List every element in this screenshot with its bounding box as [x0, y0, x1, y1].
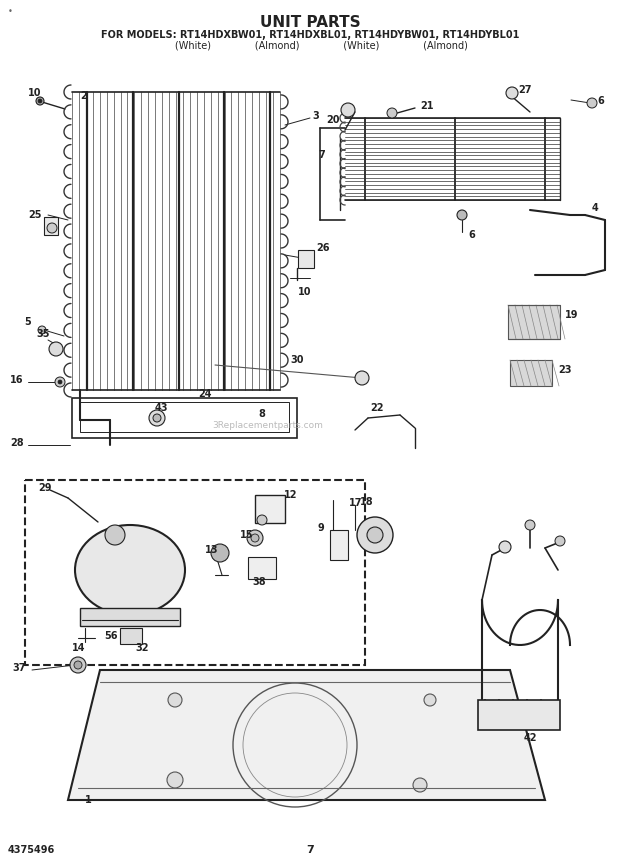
Text: 27: 27	[518, 85, 531, 95]
Text: 22: 22	[370, 403, 384, 413]
Bar	[510, 360, 552, 386]
Text: (White)              (Almond)              (White)              (Almond): (White) (Almond) (White) (Almond)	[153, 41, 467, 51]
Circle shape	[36, 97, 44, 105]
Circle shape	[355, 371, 369, 385]
Text: 1: 1	[85, 795, 92, 805]
Circle shape	[499, 541, 511, 553]
Text: 15: 15	[240, 530, 254, 540]
Text: 42: 42	[523, 733, 537, 743]
Text: 6: 6	[597, 96, 604, 106]
Text: 8: 8	[258, 409, 265, 419]
Bar	[80, 402, 289, 432]
Circle shape	[555, 536, 565, 546]
Text: •: •	[8, 8, 13, 16]
Text: 35: 35	[36, 329, 50, 339]
Text: 23: 23	[558, 365, 572, 375]
Circle shape	[211, 544, 229, 562]
Text: 7: 7	[318, 150, 325, 160]
Text: 21: 21	[420, 101, 433, 111]
Text: 4375496: 4375496	[8, 845, 55, 855]
Bar	[44, 217, 58, 235]
Text: 10: 10	[28, 88, 42, 98]
Text: 17: 17	[349, 498, 363, 508]
Circle shape	[251, 534, 259, 542]
Text: 30: 30	[290, 355, 304, 365]
Text: 2: 2	[80, 91, 87, 101]
Text: 19: 19	[565, 310, 578, 320]
Text: 16: 16	[10, 375, 24, 385]
Text: FOR MODELS: RT14HDXBW01, RT14HDXBL01, RT14HDYBW01, RT14HDYBL01: FOR MODELS: RT14HDXBW01, RT14HDXBL01, RT…	[101, 30, 519, 40]
Text: 7: 7	[306, 845, 314, 855]
Circle shape	[38, 99, 42, 103]
Bar	[478, 700, 560, 730]
Text: 9: 9	[318, 523, 325, 533]
Circle shape	[149, 410, 165, 426]
Circle shape	[247, 530, 263, 546]
Ellipse shape	[75, 525, 185, 615]
Circle shape	[525, 520, 535, 530]
Text: 10: 10	[298, 287, 311, 297]
Text: 24: 24	[198, 389, 211, 399]
Text: 6: 6	[468, 230, 475, 240]
Text: 38: 38	[252, 577, 265, 587]
Text: 37: 37	[12, 663, 25, 673]
Circle shape	[357, 517, 393, 553]
Text: 18: 18	[360, 497, 374, 507]
Circle shape	[58, 380, 62, 384]
Text: 25: 25	[28, 210, 42, 220]
Text: 43: 43	[155, 403, 169, 413]
Polygon shape	[68, 670, 545, 800]
Circle shape	[387, 108, 397, 118]
Text: 5: 5	[24, 317, 31, 327]
Text: 26: 26	[316, 243, 329, 253]
Circle shape	[457, 210, 467, 220]
Bar	[508, 305, 560, 339]
Bar	[298, 250, 314, 268]
Bar	[25, 480, 365, 665]
Circle shape	[413, 778, 427, 792]
Text: 29: 29	[38, 483, 51, 493]
Circle shape	[257, 515, 267, 525]
Circle shape	[168, 693, 182, 707]
Text: 13: 13	[205, 545, 218, 555]
Bar	[248, 557, 276, 579]
Circle shape	[167, 772, 183, 788]
Text: 56: 56	[104, 631, 118, 641]
Text: 28: 28	[10, 438, 24, 448]
Circle shape	[367, 527, 383, 543]
Circle shape	[153, 414, 161, 422]
Circle shape	[47, 223, 57, 233]
Circle shape	[424, 694, 436, 706]
Circle shape	[55, 377, 65, 387]
Text: 4: 4	[592, 203, 599, 213]
Circle shape	[341, 103, 355, 117]
Bar	[72, 398, 297, 438]
Circle shape	[587, 98, 597, 108]
Text: 14: 14	[72, 643, 86, 653]
Circle shape	[74, 661, 82, 669]
Text: 20: 20	[326, 115, 340, 125]
Circle shape	[506, 87, 518, 99]
Circle shape	[70, 657, 86, 673]
Circle shape	[49, 342, 63, 356]
Bar	[255, 495, 285, 523]
Bar	[330, 530, 348, 560]
Text: 3: 3	[312, 111, 319, 121]
Bar	[120, 628, 142, 644]
Text: UNIT PARTS: UNIT PARTS	[260, 15, 360, 30]
Circle shape	[38, 326, 46, 334]
Text: 3Replacementparts.com: 3Replacementparts.com	[213, 420, 324, 430]
Circle shape	[105, 525, 125, 545]
Text: 32: 32	[135, 643, 149, 653]
Bar	[80, 608, 180, 626]
Text: 12: 12	[284, 490, 298, 500]
